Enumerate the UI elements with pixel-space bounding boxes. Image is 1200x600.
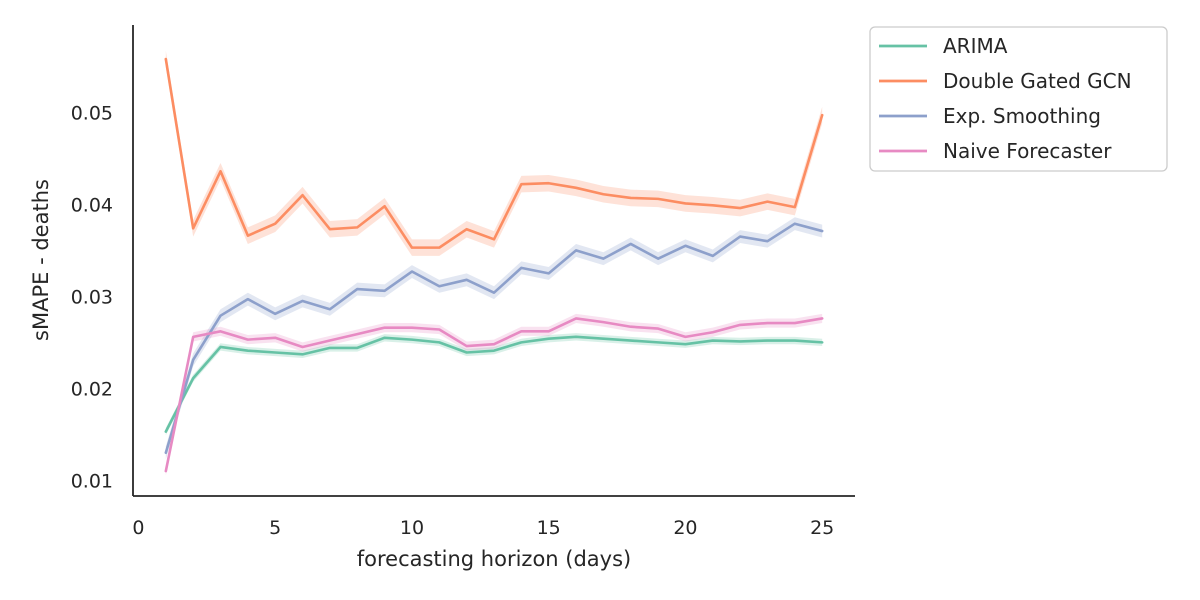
series-band-2 [165,217,823,460]
y-axis-label: sMAPE - deaths [29,179,53,341]
series-band-0 [165,333,823,436]
series-line-2 [164,222,824,455]
series-line-3 [164,317,824,473]
legend-label-3: Naive Forecaster [943,139,1112,163]
series-lines [164,57,824,473]
x-tick-label: 10 [400,517,424,539]
x-axis-label: forecasting horizon (days) [357,547,632,571]
x-tick-label: 5 [269,517,281,539]
legend: ARIMA Double Gated GCN Exp. Smoothing Naive… [869,26,1168,172]
x-tick-label: 0 [132,517,144,539]
x-tick-label: 25 [810,517,834,539]
confidence-bands [165,50,823,476]
legend-frame [869,26,1168,172]
y-axis-ticks: 0.01 0.02 0.03 0.04 0.05 [71,102,113,492]
series-band-3 [165,313,823,476]
axes [132,25,855,497]
legend-label-2: Exp. Smoothing [943,104,1101,128]
x-tick-label: 15 [537,517,561,539]
legend-label-0: ARIMA [943,34,1008,58]
x-tick-label: 20 [673,517,697,539]
series-line-1 [164,57,824,249]
y-tick-label: 0.03 [71,286,113,308]
y-tick-label: 0.04 [71,194,113,216]
y-tick-label: 0.05 [71,102,113,124]
y-tick-label: 0.02 [71,378,113,400]
series-band-1 [165,50,823,256]
y-tick-label: 0.01 [71,470,113,492]
legend-label-1: Double Gated GCN [943,69,1132,93]
x-axis-ticks: 0 5 10 15 20 25 [132,517,834,539]
series-line-0 [164,335,824,433]
